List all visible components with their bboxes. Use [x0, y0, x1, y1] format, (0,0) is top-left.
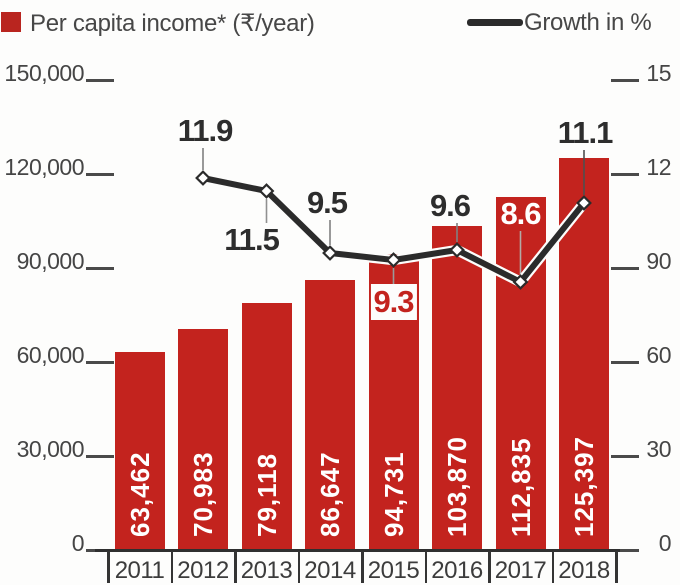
- left-axis-tick-label: 90,000: [16, 248, 85, 274]
- left-axis-tick-label: 0: [71, 530, 85, 556]
- right-axis-tick-label: 12: [646, 154, 671, 180]
- growth-value-label: 11.1: [557, 115, 614, 150]
- year-label-2014: 2014: [304, 557, 356, 584]
- right-axis-tick: [611, 455, 639, 458]
- right-axis-tick: [611, 361, 639, 364]
- left-axis-tick: [86, 267, 114, 270]
- growth-value-label: 9.5: [306, 185, 348, 220]
- year-separator: [297, 551, 300, 583]
- year-label-2016: 2016: [431, 557, 483, 584]
- year-separator: [488, 551, 491, 583]
- left-axis-tick-label: 60,000: [16, 342, 85, 368]
- left-axis-tick: [86, 361, 114, 364]
- growth-point-marker: [322, 245, 338, 261]
- year-separator: [170, 551, 173, 583]
- line-series-swatch: [467, 19, 523, 26]
- year-label-2017: 2017: [494, 557, 547, 584]
- growth-point-marker: [258, 183, 275, 199]
- line-series-label: Growth in %: [524, 9, 652, 36]
- right-axis-tick: [611, 173, 639, 176]
- growth-value-label: 11.9: [177, 113, 234, 148]
- right-axis-tick: [611, 267, 639, 270]
- right-axis-tick-label: 15: [646, 60, 671, 86]
- x-axis-baseline: [95, 549, 620, 552]
- right-axis-tick: [611, 549, 639, 552]
- year-separator: [424, 551, 427, 583]
- growth-point-marker: [385, 252, 402, 268]
- growth-value-label: 9.6: [429, 188, 471, 223]
- bar-2016: [432, 226, 482, 551]
- right-axis-tick-label: 30: [646, 436, 671, 462]
- year-label-2018: 2018: [558, 557, 610, 584]
- bar-2014: [305, 280, 355, 551]
- year-label-2012: 2012: [177, 557, 229, 584]
- right-axis-tick: [611, 79, 639, 82]
- year-separator: [615, 551, 618, 583]
- left-axis-tick-label: 120,000: [4, 154, 84, 180]
- year-label-2011: 2011: [114, 557, 165, 584]
- bar-2013: [241, 303, 292, 551]
- growth-point-marker: [449, 242, 465, 258]
- right-axis-tick-label: 60: [646, 342, 671, 368]
- bar-2011: [114, 352, 165, 551]
- left-axis-tick: [86, 173, 114, 176]
- right-axis-tick-label: 0: [658, 530, 672, 556]
- left-axis-tick: [86, 455, 114, 458]
- left-axis-tick: [86, 79, 114, 82]
- year-separator: [234, 551, 237, 583]
- year-separator: [361, 551, 364, 583]
- growth-value-label: 9.3: [370, 284, 417, 320]
- left-axis-tick-label: 30,000: [16, 436, 85, 462]
- right-axis-tick-label: 90: [646, 248, 671, 274]
- growth-point-marker: [512, 274, 529, 290]
- growth-value-label: 11.5: [224, 222, 280, 257]
- bar-series-swatch: [1, 12, 21, 32]
- legend: Per capita income* (₹/year) Growth in %: [0, 0, 680, 37]
- year-label-2013: 2013: [240, 557, 293, 584]
- year-separator: [551, 551, 554, 583]
- growth-value-label: 8.6: [500, 196, 541, 231]
- year-label-2015: 2015: [367, 557, 420, 584]
- bar-series-label: Per capita income* (₹/year): [30, 10, 315, 37]
- year-separator: [107, 551, 110, 583]
- growth-point-marker: [576, 195, 592, 211]
- left-axis-tick-label: 150,000: [4, 60, 84, 86]
- bar-2012: [178, 329, 228, 551]
- growth-point-marker: [195, 170, 211, 186]
